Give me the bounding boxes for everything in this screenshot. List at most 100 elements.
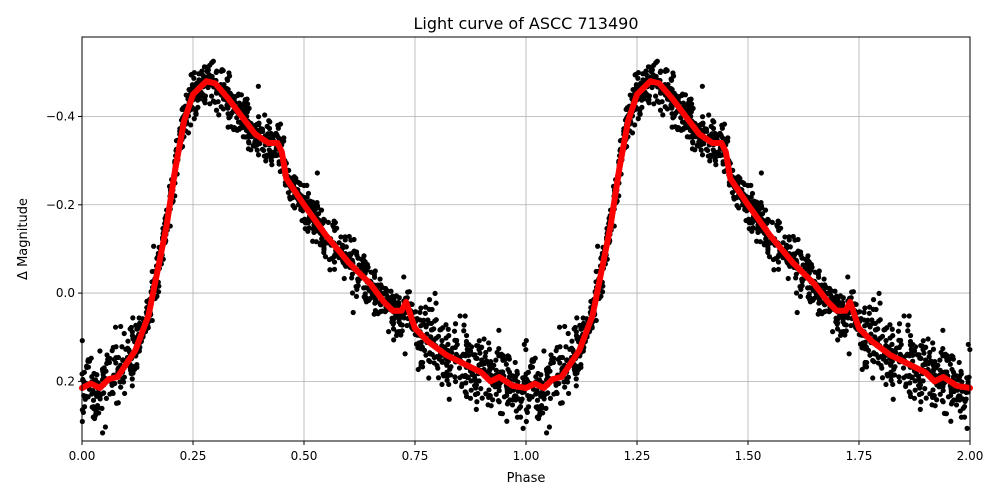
- observation-point: [305, 217, 312, 223]
- observation-point: [520, 375, 526, 381]
- observation-point: [654, 98, 661, 104]
- observation-point: [293, 175, 299, 181]
- observation-point: [547, 395, 554, 401]
- observation-point: [749, 217, 756, 223]
- observation-point: [423, 352, 429, 358]
- x-tick-label: 1.50: [735, 449, 762, 463]
- observation-point: [963, 389, 969, 396]
- observation-point: [561, 379, 567, 385]
- observation-point: [569, 338, 575, 344]
- observation-point: [336, 240, 342, 246]
- observation-point: [507, 397, 513, 403]
- observation-point: [707, 154, 713, 160]
- observation-point: [130, 315, 136, 321]
- observation-point: [452, 344, 458, 350]
- observation-point: [856, 309, 863, 315]
- observation-point: [451, 328, 458, 334]
- observation-point: [453, 351, 459, 357]
- observation-point: [907, 393, 914, 400]
- observation-point: [917, 406, 923, 412]
- observation-point: [422, 310, 428, 316]
- observation-point: [346, 233, 352, 240]
- observation-point: [326, 256, 333, 263]
- observation-point: [668, 102, 674, 108]
- observation-point: [896, 321, 903, 327]
- observation-point: [445, 341, 451, 347]
- observation-point: [254, 147, 260, 153]
- observation-point: [538, 393, 544, 399]
- observation-point: [285, 190, 291, 196]
- observation-point: [313, 239, 319, 245]
- observation-point: [479, 361, 485, 367]
- observation-point: [959, 388, 965, 394]
- observation-point: [426, 375, 432, 381]
- observation-point: [635, 116, 641, 122]
- observation-point: [84, 363, 90, 369]
- observation-point: [782, 234, 788, 240]
- observation-point: [557, 344, 563, 350]
- observation-point: [923, 357, 929, 363]
- observation-point: [834, 326, 841, 332]
- observation-point: [477, 350, 483, 356]
- observation-point: [532, 355, 538, 361]
- observation-point: [276, 161, 282, 167]
- observation-point: [100, 368, 106, 374]
- observation-point: [496, 327, 502, 333]
- observation-point: [877, 317, 883, 323]
- observation-point: [439, 338, 445, 344]
- observation-point: [320, 243, 327, 249]
- observation-point: [322, 254, 329, 260]
- observation-point: [473, 406, 479, 412]
- observation-point: [229, 110, 235, 116]
- observation-point: [94, 372, 100, 378]
- observation-point: [433, 317, 439, 323]
- observation-point: [463, 338, 470, 345]
- observation-point: [840, 319, 846, 325]
- observation-point: [89, 404, 95, 410]
- observation-point: [923, 361, 929, 367]
- observation-point: [479, 357, 485, 363]
- observation-point: [959, 396, 966, 402]
- observation-point: [97, 348, 103, 354]
- observation-point: [209, 93, 215, 99]
- observation-point: [956, 359, 962, 366]
- observation-point: [85, 358, 91, 364]
- observation-point: [541, 348, 547, 354]
- observation-point: [651, 62, 657, 68]
- observation-point: [389, 315, 395, 321]
- observation-point: [892, 364, 898, 370]
- observation-point: [725, 135, 731, 141]
- observation-point: [765, 249, 771, 256]
- observation-point: [434, 362, 440, 369]
- observation-point: [475, 390, 481, 397]
- observation-point: [486, 346, 493, 352]
- observation-point: [493, 357, 499, 363]
- observation-point: [473, 355, 479, 361]
- observation-point: [468, 378, 474, 384]
- observation-point: [896, 374, 902, 380]
- observation-point: [467, 395, 474, 401]
- observation-point: [417, 309, 423, 315]
- observation-point: [911, 395, 918, 401]
- observation-point: [862, 359, 868, 366]
- observation-point: [111, 356, 117, 363]
- observation-point: [907, 338, 914, 345]
- observation-point: [550, 359, 557, 366]
- observation-point: [520, 425, 526, 431]
- observation-point: [944, 355, 950, 361]
- observation-point: [934, 397, 940, 403]
- observation-point: [501, 394, 508, 400]
- observation-point: [100, 390, 106, 396]
- observation-point: [396, 312, 402, 318]
- observation-point: [226, 70, 232, 76]
- observation-point: [267, 152, 273, 158]
- observation-point: [318, 207, 325, 213]
- observation-point: [85, 394, 91, 400]
- observation-point: [866, 310, 872, 316]
- observation-point: [840, 300, 846, 306]
- observation-point: [860, 340, 866, 346]
- observation-point: [951, 397, 957, 403]
- observation-point: [350, 309, 356, 316]
- observation-point: [950, 356, 956, 362]
- observation-point: [512, 359, 518, 366]
